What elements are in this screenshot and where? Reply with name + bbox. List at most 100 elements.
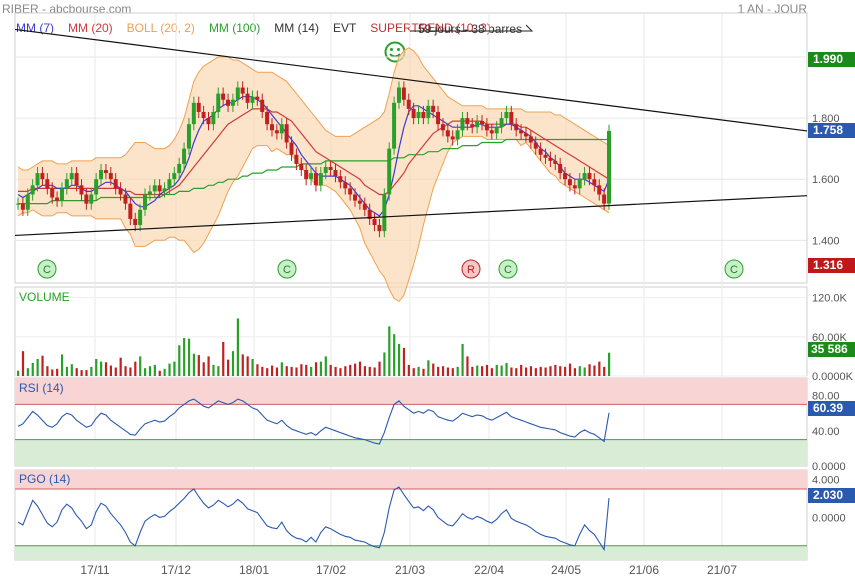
volume-bar bbox=[437, 366, 440, 376]
candle-body bbox=[299, 163, 304, 171]
legend-boll[interactable]: BOLL (20, 2) bbox=[126, 21, 195, 35]
rsi-line bbox=[17, 398, 610, 445]
event-marker-c[interactable]: C bbox=[724, 259, 744, 279]
candle-body bbox=[313, 173, 318, 186]
volume-bar bbox=[139, 356, 142, 376]
volume-bar bbox=[490, 368, 493, 376]
candle-body bbox=[494, 127, 499, 134]
volume-bar bbox=[324, 356, 327, 376]
candle-body bbox=[401, 87, 406, 100]
volume-bar bbox=[256, 364, 259, 376]
legend-mm14[interactable]: MM (14) bbox=[274, 21, 319, 35]
candle-body bbox=[411, 108, 416, 119]
legend-evt[interactable]: EVT bbox=[332, 21, 357, 35]
candle-body bbox=[387, 148, 392, 195]
candle-body bbox=[103, 170, 108, 174]
candle-body bbox=[113, 179, 118, 189]
volume-bar bbox=[163, 368, 166, 376]
volume-bar bbox=[334, 366, 337, 376]
event-circle bbox=[498, 259, 518, 279]
volume-bar bbox=[227, 359, 230, 376]
pgo-last-badge: 2.030 bbox=[808, 488, 855, 503]
candle-body bbox=[250, 96, 255, 103]
candle-body bbox=[133, 218, 138, 226]
volume-bar bbox=[183, 338, 186, 376]
event-marker-c[interactable]: C bbox=[277, 259, 297, 279]
candle-body bbox=[592, 179, 597, 186]
volume-bar bbox=[109, 365, 113, 376]
candle-body bbox=[431, 105, 436, 112]
candle-body bbox=[177, 163, 182, 174]
volume-bar bbox=[407, 364, 410, 376]
candle-body bbox=[84, 194, 89, 204]
volume-bar bbox=[432, 363, 435, 376]
volume-bar bbox=[31, 362, 34, 376]
candle-body bbox=[94, 179, 99, 195]
legend-mm100[interactable]: MM (100) bbox=[208, 21, 261, 35]
candle-body bbox=[211, 111, 216, 125]
volume-bar bbox=[275, 367, 279, 376]
rsi-label: RSI (14) bbox=[19, 381, 64, 395]
volume-bar bbox=[383, 352, 386, 376]
pgo-upper-zone bbox=[15, 470, 807, 489]
candle-body bbox=[597, 185, 602, 195]
candle-body bbox=[196, 102, 201, 112]
volume-bar bbox=[358, 361, 362, 376]
candle-body bbox=[274, 130, 279, 134]
candle-body bbox=[20, 203, 25, 210]
candle-body bbox=[455, 130, 460, 140]
volume-bar bbox=[485, 364, 489, 376]
event-circle bbox=[37, 259, 57, 279]
legend-mm7[interactable]: MM (7) bbox=[16, 21, 54, 35]
low-price-badge: 1.316 bbox=[808, 258, 855, 273]
pgo-lower-zone bbox=[15, 545, 807, 560]
candle-body bbox=[528, 136, 533, 143]
candle-body bbox=[255, 96, 260, 100]
candle-body bbox=[465, 118, 470, 125]
event-circle bbox=[277, 259, 297, 279]
candle-body bbox=[607, 130, 611, 204]
event-circle bbox=[724, 259, 744, 279]
candle-body bbox=[362, 203, 367, 210]
x-tick-label: 18/01 bbox=[239, 563, 269, 577]
volume-last-badge: 35 586 bbox=[808, 342, 855, 357]
candle-body bbox=[99, 170, 104, 180]
volume-bar bbox=[90, 366, 93, 376]
candle-body bbox=[289, 142, 294, 155]
event-marker-c[interactable]: C bbox=[37, 259, 57, 279]
volume-bar bbox=[495, 364, 498, 376]
candle-body bbox=[367, 209, 372, 219]
volume-bar bbox=[456, 366, 459, 376]
volume-bar bbox=[339, 368, 342, 376]
event-marker-r[interactable]: R bbox=[461, 259, 481, 279]
mm100-line bbox=[18, 138, 609, 205]
candle-body bbox=[553, 160, 558, 164]
candle-body bbox=[509, 111, 514, 125]
event-marker-c[interactable]: C bbox=[498, 259, 518, 279]
volume-bar bbox=[80, 370, 83, 376]
candle-body bbox=[372, 218, 377, 226]
volume-bar bbox=[148, 366, 152, 376]
volume-bar bbox=[422, 368, 425, 376]
candle-body bbox=[582, 173, 587, 180]
candle-body bbox=[89, 194, 94, 204]
candle-body bbox=[269, 124, 274, 131]
volume-bar bbox=[51, 369, 54, 376]
volume-bar bbox=[593, 365, 596, 376]
volume-bar bbox=[168, 363, 171, 376]
candle-body bbox=[186, 124, 191, 149]
legend-mm20[interactable]: MM (20) bbox=[68, 21, 113, 35]
event-circle bbox=[461, 259, 481, 279]
volume-bar bbox=[388, 326, 391, 376]
candle-body bbox=[108, 173, 113, 180]
volume-bar bbox=[36, 359, 39, 376]
pgo-tick-label: 0.0000 bbox=[812, 512, 846, 524]
candle-body bbox=[226, 99, 231, 106]
candle-body bbox=[353, 194, 358, 201]
candle-body bbox=[279, 124, 284, 134]
candle-body bbox=[499, 118, 504, 128]
candle-body bbox=[480, 121, 485, 125]
volume-bar bbox=[524, 367, 528, 376]
candle-body bbox=[59, 188, 64, 201]
